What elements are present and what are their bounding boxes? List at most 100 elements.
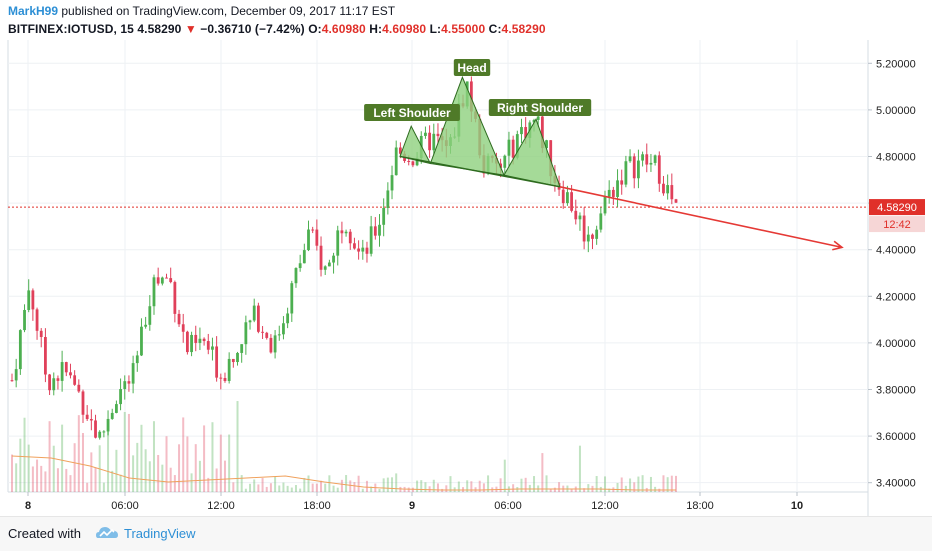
candle-body [511,139,515,158]
price-tick-label: 4.40000 [876,245,916,257]
candle-body [181,324,185,332]
volume-bar [324,483,327,492]
volume-bar [186,436,189,492]
symbol-name[interactable]: BITFINEX:IOTUSD, 15 [8,22,134,36]
volume-bar [11,454,13,492]
volume-bar [336,487,339,492]
volume-bar [386,477,389,492]
trend-projection [559,186,844,251]
volume-bar [349,480,352,492]
volume-bar [161,464,164,492]
price-chart[interactable]: Left Shoulder Head Right Shoulder 5.20000 5… [0,40,932,516]
volume-bar [641,475,644,492]
price-axis[interactable]: 5.200005.000004.800004.600004.400004.200… [868,58,925,490]
volume-bar [420,480,423,492]
volume-bar [148,461,151,492]
right-shoulder-label-bg [488,99,592,116]
volume-bar [165,436,168,492]
candle-body [340,230,344,234]
candle-body [382,208,386,225]
candle-body [302,250,306,264]
volume-bar [123,411,126,492]
volume-bar [357,475,360,492]
volume-bar [328,475,331,492]
candle-body [507,139,511,156]
volume-bar [173,475,176,492]
tradingview-logo-icon[interactable] [94,524,120,542]
candle-body [85,414,89,420]
volume-bar [533,476,536,492]
candle-body [499,163,503,168]
volume-bar [315,483,318,492]
candle-body [77,384,81,392]
volume-bar [203,425,206,492]
time-tick-label: 12:00 [591,500,619,512]
volume-bar [144,449,147,492]
price-tick-label: 5.20000 [876,58,916,70]
head-label: Head [457,61,486,75]
candle-body [144,324,148,327]
candle-body [332,255,335,263]
volume-bar [307,475,310,492]
volume-bar [340,479,343,492]
volume-bar [86,482,89,492]
volume-bar [320,480,323,492]
candle-body [56,378,60,381]
candle-body [23,309,26,331]
volume-bar [15,463,18,492]
candle-body [561,189,565,204]
volume-bar [487,475,490,492]
candle-body [649,162,653,165]
volume-bar [169,467,172,492]
volume-bar [73,443,76,492]
volume-bar [332,485,335,492]
volume-bar [36,459,39,492]
volume-bar [361,488,364,492]
candle-body [311,229,315,231]
volume-bar [56,468,59,492]
candle-body [545,140,548,149]
candle-body [307,229,310,251]
last-price-tag-label: 4.58290 [877,202,917,214]
candle-body [248,320,252,323]
countdown-tag [869,216,925,233]
last-price-tag [869,199,925,216]
volume-bar [558,482,561,492]
candle-body [520,127,523,135]
candle-body [127,381,131,384]
volume-bar [345,475,348,492]
candle-body [227,358,231,381]
price-tick-label: 3.40000 [876,478,916,490]
footer: Created with TradingView [0,516,932,551]
volume-bar [399,486,402,492]
price-tick-label: 3.80000 [876,384,916,396]
open-value: 4.60980 [321,22,366,36]
candle-body [386,190,390,209]
candle-body [252,305,256,321]
candle-body [240,344,244,353]
candlesticks[interactable] [10,76,678,440]
candle-body [298,263,302,269]
candle-body [282,323,285,335]
candle-body [290,283,294,314]
volume-bar [457,481,460,492]
author-name[interactable]: MarkH99 [8,4,59,18]
candle-body [524,127,528,138]
volume-bar [207,477,210,492]
candle-body [131,363,135,384]
candle-body [261,331,264,333]
volume-bar [119,474,122,492]
volume-bar [595,476,598,492]
tradingview-brand[interactable]: TradingView [124,526,196,541]
candle-body [436,133,440,137]
volume-bar [649,476,652,492]
volume-bar [249,483,252,492]
time-axis[interactable]: 8 06:00 12:00 18:00 9 06:00 12:00 18:00 10 [25,492,803,512]
candle-body [357,248,361,252]
candle-body [140,326,143,356]
candle-body [27,290,31,310]
time-tick-label: 18:00 [686,500,714,512]
candle-body [194,334,198,343]
candle-body [152,277,156,307]
chart-grid [7,40,869,516]
